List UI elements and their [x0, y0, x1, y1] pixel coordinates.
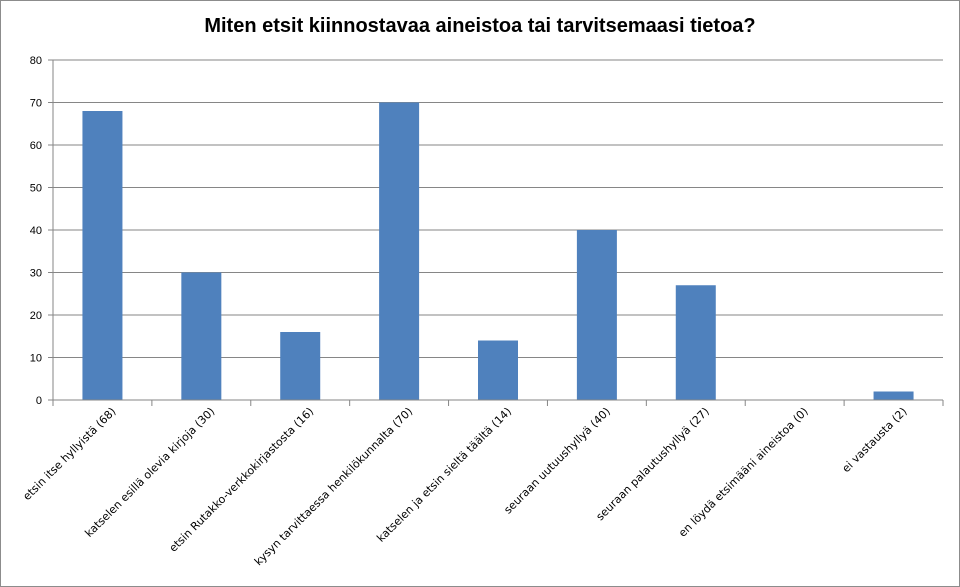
bar: [873, 391, 914, 400]
bar: [576, 230, 617, 400]
y-tick-label: 50: [30, 183, 42, 195]
x-tick-label: ei vastausta (2): [840, 405, 910, 475]
y-tick-label: 20: [30, 310, 42, 322]
bar: [280, 332, 321, 400]
x-tick-label: seuraan palautushyllyä (27): [594, 405, 712, 523]
x-tick-label: etsin itse hyllyistä (68): [20, 405, 118, 503]
x-tick-label: seuraan uutuushyllyä (40): [501, 405, 613, 517]
y-tick-label: 0: [36, 395, 42, 407]
chart-title: Miten etsit kiinnostavaa aineistoa tai t…: [204, 15, 756, 37]
bar: [478, 340, 518, 400]
y-tick-label: 40: [30, 225, 42, 237]
y-tick-label: 80: [30, 55, 42, 67]
y-tick-label: 30: [30, 268, 42, 280]
x-tick-label: kysyn tarvittaessa henkilökunnalta (70): [252, 405, 415, 568]
bar: [181, 272, 222, 400]
bar: [675, 285, 716, 400]
y-tick-label: 60: [30, 140, 42, 152]
y-tick-label: 70: [30, 98, 42, 110]
y-tick-label: 10: [30, 353, 42, 365]
bar: [82, 111, 123, 400]
bar: [379, 102, 420, 400]
